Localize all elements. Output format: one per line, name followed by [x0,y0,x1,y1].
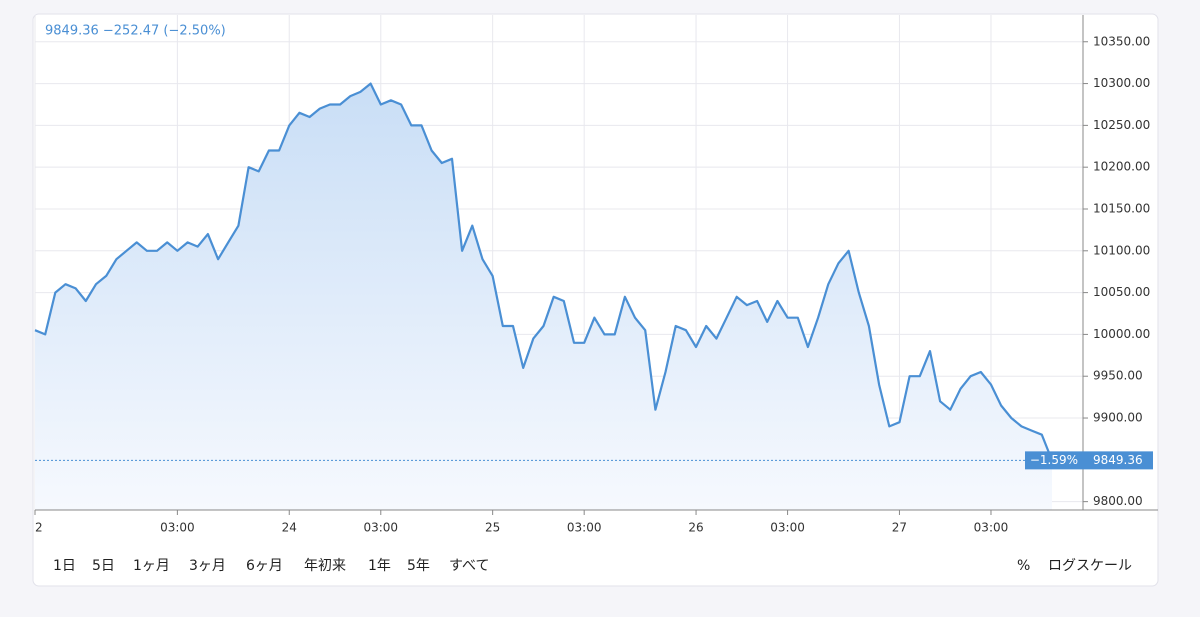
range-button[interactable]: 5日 [92,558,115,574]
range-button[interactable]: 3ヶ月 [189,558,226,574]
change-badge [1025,451,1083,470]
y-tick-label: 10350.00 [1093,34,1150,48]
area [35,83,1052,510]
line [34,82,1054,461]
y-tick-label: 10050.00 [1093,285,1150,299]
y-tick-label: 10150.00 [1093,201,1150,215]
x-tick-label: 03:00 [770,521,805,535]
range-button[interactable]: 1ヶ月 [133,558,170,574]
range-button[interactable]: 6ヶ月 [246,558,283,574]
y-tick-label: 10100.00 [1093,243,1150,257]
range-button[interactable]: 1日 [53,558,76,574]
x-tick-label: 03:00 [363,521,398,535]
x-tick-label: 03:00 [567,521,602,535]
percent-toggle[interactable]: % [1017,558,1030,574]
range-button[interactable]: すべて [449,558,489,574]
change-label: −1.59% [1030,453,1078,467]
y-tick-label: 10200.00 [1093,160,1150,174]
price-badge [1083,451,1153,470]
price-label: 9849.36 [1093,453,1143,467]
x-tick-label: 25 [485,521,500,535]
x-tick-label: 03:00 [160,521,195,535]
x-tick-label: 26 [688,521,703,535]
x-tick-label: 22 [27,521,42,535]
y-tick-label: 10000.00 [1093,327,1150,341]
x-tick-label: 03:00 [974,521,1009,535]
y-tick-label: 9950.00 [1093,369,1143,383]
range-button[interactable]: 年初来 [304,557,346,574]
x-tick-label: 27 [892,521,907,535]
y-tick-label: 10300.00 [1093,76,1150,90]
y-tick-label: 9900.00 [1093,411,1143,425]
log-scale-toggle[interactable]: ログスケール [1048,558,1132,574]
y-tick-label: 9800.00 [1093,494,1143,508]
range-button[interactable]: 5年 [407,558,430,574]
header-quote: 9849.36 −252.47 (−2.50%) [45,24,226,39]
range-button[interactable]: 1年 [368,558,391,574]
x-tick-label: 24 [282,521,297,535]
y-tick-label: 10250.00 [1093,118,1150,132]
